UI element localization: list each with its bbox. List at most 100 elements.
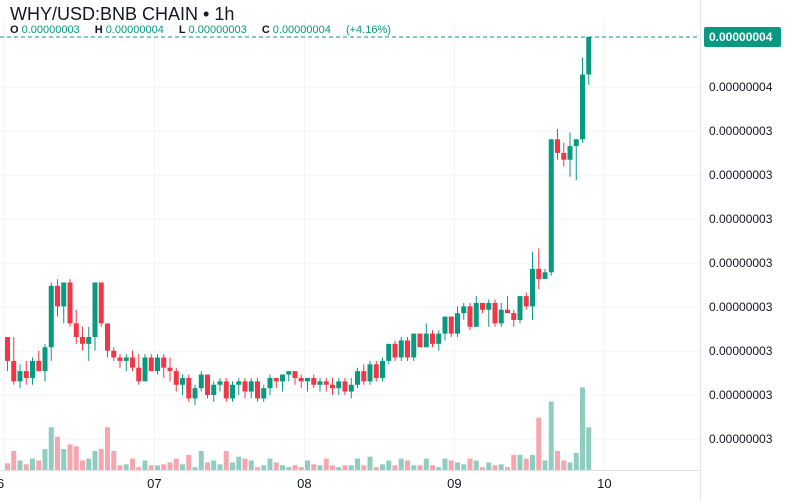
candle xyxy=(161,354,167,378)
volume-bar xyxy=(586,427,592,470)
candle xyxy=(536,248,542,290)
candle-body xyxy=(73,323,79,338)
time-tick-label: 09 xyxy=(447,476,461,491)
volume-bar xyxy=(261,465,267,470)
volume-bar xyxy=(392,465,398,470)
volume-bar xyxy=(230,462,235,470)
candle-body xyxy=(80,337,85,344)
candle xyxy=(423,323,429,348)
volume-bar xyxy=(242,458,248,470)
high-label: H xyxy=(94,24,103,36)
candle xyxy=(542,268,548,280)
volume-bar xyxy=(273,462,279,470)
candle xyxy=(280,374,285,392)
candle-body xyxy=(455,313,460,334)
volume-bar xyxy=(223,451,229,470)
volume-bar xyxy=(442,458,448,470)
candle xyxy=(111,347,117,361)
candle-body xyxy=(36,360,42,372)
candle xyxy=(180,374,185,395)
candle-body xyxy=(336,381,342,389)
candle xyxy=(230,381,235,402)
candle xyxy=(11,337,17,385)
volume-bar xyxy=(573,452,579,470)
candle xyxy=(411,333,417,361)
candle xyxy=(561,142,567,167)
candle xyxy=(36,350,42,372)
volume-bar xyxy=(523,458,529,470)
candle xyxy=(511,309,517,327)
candle-body xyxy=(486,302,492,310)
volume-bar xyxy=(217,464,223,470)
volume-bar xyxy=(555,451,560,470)
candle xyxy=(305,377,310,392)
candle-body xyxy=(423,333,429,348)
candle-body xyxy=(42,347,48,372)
candle xyxy=(148,354,154,372)
volume-bar xyxy=(86,458,92,470)
candle xyxy=(367,360,373,385)
candle-body xyxy=(386,343,392,361)
candle-body xyxy=(230,384,235,399)
candle-body xyxy=(211,384,217,395)
volume-bar xyxy=(311,464,317,470)
candle-body xyxy=(523,296,529,307)
volume-bar xyxy=(23,464,29,470)
candle-body xyxy=(92,282,98,338)
volume-bar xyxy=(423,458,429,470)
candle xyxy=(448,316,454,338)
volume-bar xyxy=(367,456,373,470)
volume-bar xyxy=(98,449,104,470)
volume-bar xyxy=(323,458,329,470)
volume-bar xyxy=(55,436,60,470)
candle-body xyxy=(298,377,304,382)
time-axis[interactable]: 6 07 08 09 10 xyxy=(0,476,612,491)
candle-body xyxy=(555,139,560,153)
volume-bar xyxy=(111,451,117,470)
volume-bar xyxy=(298,467,304,470)
candle-body xyxy=(86,337,92,344)
volume-bar xyxy=(530,454,535,470)
volume-bar xyxy=(330,465,335,470)
candle xyxy=(42,343,48,382)
candle xyxy=(348,377,354,399)
volume-bar xyxy=(155,465,160,470)
candle xyxy=(61,282,67,324)
candle xyxy=(48,282,54,361)
candle-body xyxy=(111,350,117,358)
volume-bar xyxy=(398,458,404,470)
candle-body xyxy=(148,357,154,372)
candle xyxy=(98,282,104,327)
volume-bar xyxy=(373,467,379,470)
volume-bar xyxy=(186,454,192,470)
price-axis[interactable]: 0.00000004 0.00000003 0.00000003 0.00000003… xyxy=(709,80,773,446)
candle xyxy=(167,357,173,382)
candle xyxy=(142,354,148,382)
candle-body xyxy=(542,272,548,280)
volume-bar xyxy=(580,387,585,470)
volume-bar xyxy=(73,446,79,470)
candle xyxy=(311,374,317,389)
candle xyxy=(105,323,110,358)
volume-bar xyxy=(67,444,73,470)
volume-bar xyxy=(405,460,410,470)
candle xyxy=(505,296,510,314)
candle xyxy=(186,374,192,402)
candle-body xyxy=(380,360,385,378)
price-tick-label: 0.00000003 xyxy=(709,256,773,270)
candle-body xyxy=(223,381,229,399)
candle xyxy=(155,354,160,375)
candle xyxy=(92,282,98,351)
volume-bar xyxy=(17,460,23,470)
volume-bar xyxy=(548,401,554,470)
candle xyxy=(361,364,367,385)
candle-body xyxy=(561,152,567,160)
candle-body xyxy=(11,360,17,382)
volume-bar xyxy=(205,462,210,470)
volume-bar xyxy=(461,464,467,470)
candle-body xyxy=(317,381,323,385)
price-tick-label: 0.00000003 xyxy=(709,388,773,402)
candle-body xyxy=(398,340,404,358)
volume-bar xyxy=(317,465,323,470)
candle-body xyxy=(548,139,554,273)
